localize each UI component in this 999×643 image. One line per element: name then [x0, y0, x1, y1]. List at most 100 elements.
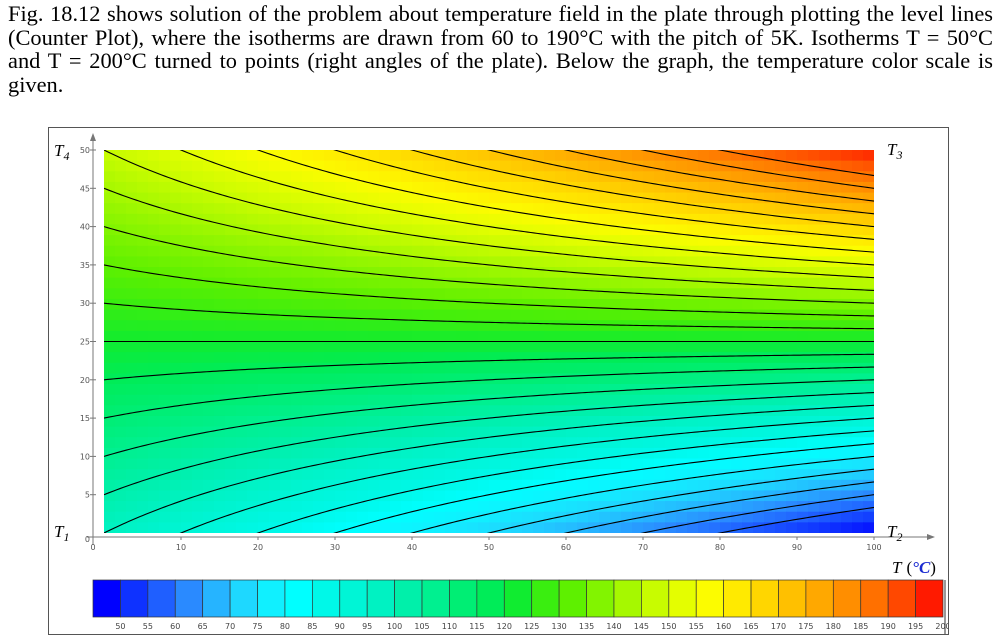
field-cell [137, 203, 149, 215]
field-cell [181, 522, 193, 533]
field-cell [324, 224, 336, 236]
field-cell [522, 447, 534, 460]
field-cell [720, 362, 732, 375]
field-cell [709, 352, 721, 364]
field-cell [753, 405, 765, 417]
field-cell [764, 235, 776, 247]
field-cell [544, 298, 556, 311]
field-cell [665, 277, 677, 289]
field-cell [236, 511, 248, 523]
field-cell [192, 203, 204, 215]
field-cell [797, 171, 809, 183]
field-cell [819, 160, 831, 172]
field-cell [599, 267, 611, 279]
field-cell [390, 522, 402, 533]
field-cell [467, 437, 479, 449]
field-cell [522, 469, 534, 481]
field-cell [753, 171, 765, 183]
field-cell [313, 469, 325, 481]
field-cell [830, 160, 842, 172]
field-cell [489, 384, 501, 396]
field-cell [335, 309, 347, 321]
field-cell [357, 213, 369, 226]
field-cell [236, 394, 248, 406]
field-cell [434, 330, 446, 343]
field-cell [412, 373, 424, 385]
color-scale-tick-label: 145 [634, 622, 649, 631]
field-cell [170, 298, 182, 311]
field-cell [291, 447, 303, 460]
field-cell [533, 426, 545, 438]
field-cell [456, 341, 468, 353]
field-cell [302, 203, 314, 215]
field-cell [192, 426, 204, 438]
field-cell [137, 256, 149, 268]
field-cell [203, 447, 215, 460]
field-cell [478, 479, 490, 492]
field-cell [137, 458, 149, 470]
field-cell [159, 469, 171, 481]
field-cell [423, 373, 435, 385]
field-cell [841, 522, 853, 533]
field-cell [434, 277, 446, 289]
field-cell [258, 288, 270, 300]
field-cell [654, 330, 666, 343]
field-cell [137, 267, 149, 279]
field-cell [632, 341, 644, 353]
field-cell [588, 224, 600, 236]
field-cell [753, 320, 765, 332]
field-cell [346, 490, 358, 502]
field-cell [258, 415, 270, 428]
field-cell [170, 203, 182, 215]
x-tick-labels: 0 10 20 30 40 50 60 70 80 90 100 [90, 537, 882, 552]
field-cell [159, 511, 171, 523]
field-cell [181, 437, 193, 449]
field-cell [577, 426, 589, 438]
field-cell [302, 256, 314, 268]
field-cell [412, 415, 424, 428]
field-cell [357, 511, 369, 523]
field-cell [401, 288, 413, 300]
field-cell [214, 469, 226, 481]
field-cell [797, 288, 809, 300]
field-cell [313, 405, 325, 417]
field-cell [830, 320, 842, 332]
field-cell [115, 501, 127, 513]
field-cell [489, 181, 501, 194]
field-cell [654, 405, 666, 417]
field-cell [313, 330, 325, 343]
field-cell [676, 362, 688, 375]
field-cell [841, 362, 853, 375]
field-cell [588, 511, 600, 523]
field-cell [390, 384, 402, 396]
field-cell [786, 181, 798, 194]
field-cell [698, 437, 710, 449]
field-cell [610, 320, 622, 332]
field-cell [335, 415, 347, 428]
field-cell [764, 415, 776, 428]
field-cell [489, 256, 501, 268]
field-cell [401, 394, 413, 406]
field-cell [753, 352, 765, 364]
field-cell [456, 330, 468, 343]
field-cell [445, 160, 457, 172]
field-cell [852, 469, 864, 481]
field-cell [104, 235, 116, 247]
field-cell [489, 267, 501, 279]
field-cell [159, 298, 171, 311]
field-cell [390, 362, 402, 375]
field-cell [170, 256, 182, 268]
field-cell [159, 426, 171, 438]
field-cell [324, 235, 336, 247]
field-cell [610, 384, 622, 396]
field-cell [269, 320, 281, 332]
field-cell [577, 267, 589, 279]
field-cell [819, 490, 831, 502]
field-cell [698, 277, 710, 289]
field-cell [434, 352, 446, 364]
field-cell [555, 267, 567, 279]
field-cell [170, 309, 182, 321]
field-cell [346, 394, 358, 406]
field-cell [676, 330, 688, 343]
field-cell [302, 352, 314, 364]
